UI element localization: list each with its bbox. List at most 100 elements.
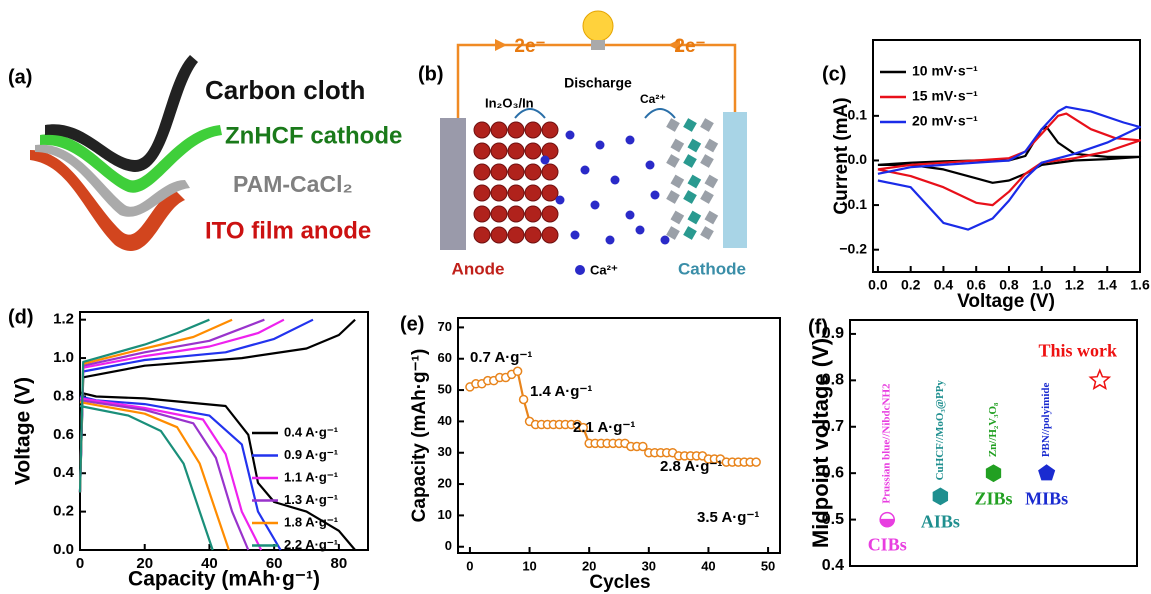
cube [666,118,680,132]
data-point [1090,370,1109,388]
legend-label: 1.3 A·g⁻¹ [284,492,338,507]
bulb-base [591,40,605,50]
anode-plate [440,118,466,250]
sphere [525,227,541,243]
y-tick-label: 10 [438,507,452,522]
ion [541,156,550,165]
ion-legend-dot [575,265,585,275]
y-tick-label: 0.6 [53,426,74,443]
data-point [987,465,1001,481]
cathode-cubes [666,118,718,240]
ion [606,236,615,245]
annotation: 2.1 A·g⁻¹ [573,419,635,436]
cube [683,226,697,240]
ions [541,131,670,245]
sphere [474,227,490,243]
point-label: AIBs [921,512,960,532]
ion [591,201,600,210]
sphere [474,185,490,201]
system-label: Prussian blue//NibdcNH2 [881,383,893,504]
sphere [525,206,541,222]
layer-label: ITO film anode [205,217,371,244]
x-tick-label: 1.6 [1130,277,1150,293]
x-tick-label: 0 [466,558,473,573]
panel-label: (a) [8,66,32,88]
cube [683,190,697,204]
sphere [508,227,524,243]
ion [556,196,565,205]
legend-label: 2.2 A·g⁻¹ [284,537,338,552]
ion [571,231,580,240]
y-tick-label: 1.0 [53,349,74,366]
x-tick-label: 40 [701,558,715,573]
sphere [491,227,507,243]
ion [626,136,635,145]
legend-label: 15 mV·s⁻¹ [912,88,978,104]
ion [636,226,645,235]
arrow [495,39,507,51]
sphere [474,206,490,222]
y-tick-label: 0.2 [53,503,74,520]
point-label: This work [1039,340,1118,360]
legend-label: 0.9 A·g⁻¹ [284,447,338,462]
annotation: 0.7 A·g⁻¹ [470,349,532,366]
ion-arrow [645,109,675,118]
series-line [878,127,1140,183]
anode-spheres [474,122,558,243]
y-tick-label: 1.2 [53,311,74,328]
point-label: MIBs [1025,488,1068,508]
cube [688,175,702,189]
y-tick-label: 50 [438,382,452,397]
material-label: In₂O₃/In [485,95,534,110]
sphere [508,143,524,159]
y-tick-label: 30 [438,444,452,459]
cube [688,139,702,153]
sphere [542,206,558,222]
ion [626,211,635,220]
ion-legend: Ca²⁺ [590,262,618,277]
cube [666,190,680,204]
sphere [474,143,490,159]
cube [705,211,719,225]
layer-label: Carbon cloth [205,75,365,105]
cube [666,154,680,168]
y-tick-label: 0.4 [53,464,75,481]
sphere [542,164,558,180]
y-tick-label: 0.0 [53,541,74,558]
cathode-label: Cathode [678,259,746,278]
ion [566,131,575,140]
cube [688,211,702,225]
y-tick-label: 0.8 [53,387,74,404]
x-tick-label: 1.4 [1098,277,1118,293]
ion [651,191,660,200]
system-label: PBN//polyimide [1040,382,1052,457]
cube [671,139,685,153]
series-line [470,371,756,462]
electron-label: 2e⁻ [514,36,545,57]
y-tick-label: 20 [438,476,452,491]
sphere [474,164,490,180]
y-tick-label: 0.4 [822,557,844,574]
series-line [80,320,313,550]
sphere [525,122,541,138]
sphere [508,164,524,180]
cube [700,190,714,204]
anode-label: Anode [452,259,505,278]
sphere [491,164,507,180]
cube [705,175,719,189]
legend-label: 0.4 A·g⁻¹ [284,424,338,439]
legend-label: 20 mV·s⁻¹ [912,113,978,129]
data-point [1039,465,1054,479]
ion [646,161,655,170]
annotation: 1.4 A·g⁻¹ [530,383,592,400]
electron-label: 2e⁻ [674,36,705,57]
legend-label: 1.1 A·g⁻¹ [284,469,338,484]
y-tick-label: 40 [438,413,452,428]
y-axis-label: Midpoint voltage (V) [808,338,833,548]
ion [611,176,620,185]
x-tick-label: 1.2 [1065,277,1085,293]
x-tick-label: 0.4 [934,277,954,293]
annotation: 3.5 A·g⁻¹ [697,509,759,526]
sphere [474,122,490,138]
legend-label: 10 mV·s⁻¹ [912,63,978,79]
